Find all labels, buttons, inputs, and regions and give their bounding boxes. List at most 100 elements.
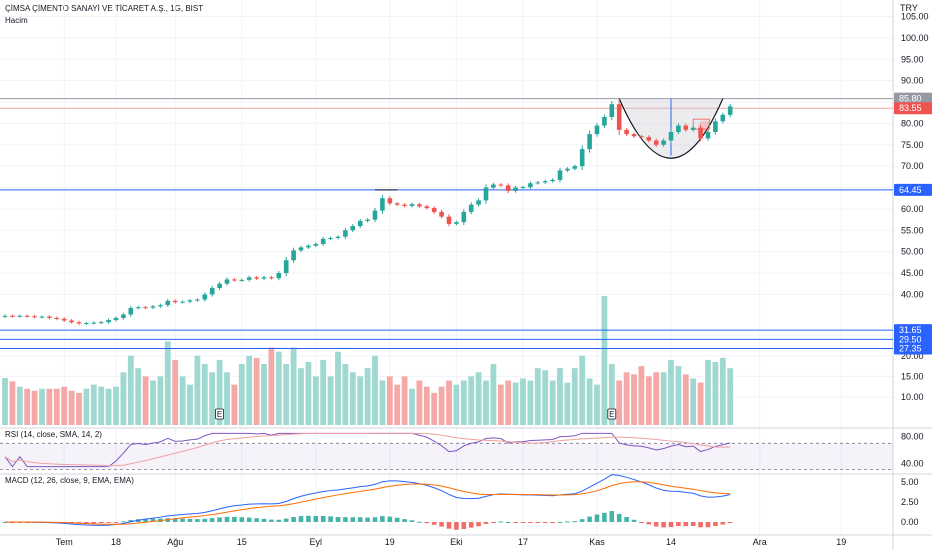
- volume-bar: [394, 384, 401, 425]
- volume-bar: [557, 368, 563, 425]
- macd-histogram-bar: [365, 517, 370, 522]
- rsi-label: RSI (14, close, SMA, 14, 2): [5, 430, 102, 439]
- volume-bar: [127, 355, 134, 425]
- volume-bar: [386, 376, 393, 425]
- macd-histogram-bar: [602, 512, 607, 522]
- volume-bar: [172, 359, 179, 425]
- volume-bar: [682, 374, 689, 425]
- price-axis: 105.00100.0095.0090.0085.0080.0075.0070.…: [901, 12, 929, 527]
- volume-bar: [238, 364, 245, 425]
- macd-histogram-bar: [239, 517, 245, 522]
- candle-body: [431, 208, 437, 212]
- volume-bar: [564, 382, 571, 425]
- macd-histogram-bar: [594, 514, 600, 522]
- macd-histogram-bar: [343, 517, 348, 522]
- candle-body: [357, 220, 363, 227]
- candle-body: [491, 184, 496, 188]
- volume-bar: [201, 364, 208, 425]
- candle-body: [439, 211, 444, 217]
- candle-body: [91, 322, 97, 324]
- macd-histogram-bar: [624, 516, 629, 522]
- volume-bar: [690, 378, 697, 425]
- time-tick-label: 15: [237, 537, 247, 547]
- price-badge: [894, 102, 932, 115]
- macd-histogram-bar: [668, 522, 674, 528]
- macd-histogram-bar: [713, 522, 718, 527]
- candle-body: [232, 279, 237, 281]
- volume-bar: [697, 382, 704, 425]
- price-badge: [894, 333, 932, 346]
- macd-histogram-bar: [209, 518, 215, 522]
- candle-body: [602, 117, 607, 126]
- price-badge: [894, 342, 932, 355]
- volume-bar: [53, 388, 60, 425]
- macd-histogram-bar: [550, 522, 555, 523]
- volume-tick-label: 10.00: [901, 392, 924, 402]
- macd-histogram-bar: [232, 516, 237, 522]
- volume-bar: [246, 355, 253, 425]
- volume-bar: [16, 386, 23, 425]
- macd-histogram-bar: [646, 522, 652, 525]
- macd-histogram-bar: [439, 522, 444, 527]
- candle-body: [121, 314, 126, 318]
- candle-body: [720, 114, 726, 122]
- volume-bar: [623, 372, 630, 425]
- volume-bar: [638, 366, 645, 425]
- macd-histogram-bar: [195, 519, 200, 522]
- volume-bar: [298, 368, 304, 425]
- volume-bar: [357, 376, 364, 425]
- volume-bar: [135, 368, 142, 425]
- macd-histogram-bar: [98, 522, 104, 524]
- price-tick-label: 105.00: [901, 12, 929, 22]
- candle-body: [187, 300, 193, 302]
- price-tick-label: 45.00: [901, 268, 924, 278]
- candle-body: [209, 288, 215, 295]
- volume-bar: [120, 372, 127, 425]
- volume-bar: [608, 364, 615, 425]
- volume-bar: [616, 380, 623, 425]
- volume-bar: [261, 364, 267, 425]
- volume-bar: [283, 364, 290, 425]
- volume-bar: [401, 376, 408, 425]
- candle-body: [624, 129, 629, 135]
- volume-bar: [446, 380, 452, 425]
- candle-body: [579, 149, 585, 167]
- candle-body: [165, 300, 171, 306]
- macd-histogram-bar: [690, 522, 696, 527]
- grid-lines: [0, 0, 893, 535]
- candle-body: [113, 317, 119, 321]
- macd-histogram-bar: [306, 515, 311, 522]
- volume-bar: [453, 384, 460, 425]
- candle-body: [24, 315, 30, 317]
- candle-body: [180, 301, 185, 303]
- macd-histogram-bar: [491, 522, 496, 523]
- macd-pane: [2, 474, 733, 530]
- candle-body: [372, 210, 378, 220]
- volume-bar: [31, 390, 38, 425]
- volume-bar: [9, 381, 16, 425]
- candle-body: [705, 131, 711, 139]
- macd-histogram-bar: [313, 515, 319, 522]
- candle-body: [32, 316, 37, 318]
- earnings-marker-letter: E: [609, 410, 614, 419]
- volume-bar: [475, 372, 482, 425]
- volume-bar: [46, 388, 53, 425]
- macd-histogram-bar: [587, 516, 592, 522]
- macd-histogram-bar: [653, 522, 659, 527]
- macd-histogram-bar: [431, 522, 437, 525]
- macd-histogram-bar: [483, 522, 489, 524]
- macd-histogram-bar: [468, 522, 474, 528]
- macd-histogram-bar: [417, 521, 422, 523]
- volume-bar: [320, 359, 327, 425]
- price-badge-label: 64.45: [899, 185, 922, 195]
- macd-histogram-bar: [172, 518, 178, 522]
- volume-bar: [179, 376, 186, 425]
- volume-bar: [409, 388, 415, 425]
- candle-body: [631, 134, 637, 137]
- time-tick-label: Kas: [589, 537, 605, 547]
- volume-bar: [668, 359, 674, 425]
- volume-bar: [645, 376, 652, 425]
